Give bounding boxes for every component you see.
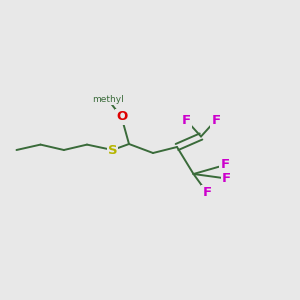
Text: F: F [182, 113, 190, 127]
Text: O: O [116, 110, 127, 124]
Text: F: F [220, 158, 230, 172]
Text: methyl: methyl [92, 95, 124, 104]
Text: F: F [212, 113, 220, 127]
Text: F: F [202, 186, 211, 199]
Text: S: S [108, 143, 117, 157]
Text: F: F [222, 172, 231, 185]
